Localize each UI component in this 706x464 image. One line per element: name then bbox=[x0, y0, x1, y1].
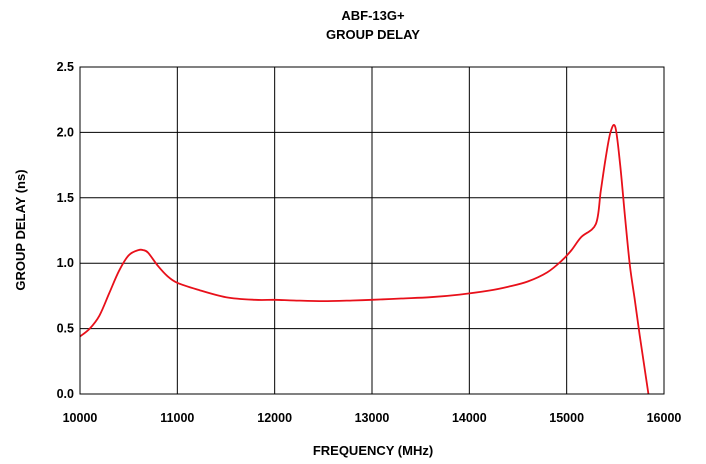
x-tick-label: 11000 bbox=[160, 411, 194, 425]
series-line bbox=[79, 124, 650, 395]
x-tick-label: 16000 bbox=[647, 411, 682, 425]
tick-labels: 10000 11000 12000 13000 14000 15000 16000 0.0 0.… bbox=[57, 60, 682, 425]
y-tick-label: 2.5 bbox=[57, 60, 74, 74]
chart-subtitle: GROUP DELAY bbox=[326, 27, 420, 42]
x-tick-label: 13000 bbox=[355, 411, 390, 425]
y-tick-label: 0.5 bbox=[57, 322, 74, 336]
y-axis-label: GROUP DELAY (ns) bbox=[13, 169, 28, 290]
series-layer bbox=[79, 124, 650, 395]
x-tick-label: 10000 bbox=[63, 411, 98, 425]
y-tick-label: 2.0 bbox=[57, 125, 74, 139]
x-tick-label: 12000 bbox=[257, 411, 292, 425]
y-tick-label: 0.0 bbox=[57, 387, 74, 401]
x-tick-label: 15000 bbox=[549, 411, 584, 425]
y-tick-label: 1.5 bbox=[57, 191, 74, 205]
plot-frame bbox=[79, 66, 665, 395]
y-tick-label: 1.0 bbox=[57, 256, 74, 270]
x-axis-label: FREQUENCY (MHz) bbox=[313, 443, 433, 458]
grid-lines bbox=[80, 67, 664, 394]
x-tick-label: 14000 bbox=[452, 411, 487, 425]
chart-title: ABF-13G+ bbox=[341, 8, 405, 23]
